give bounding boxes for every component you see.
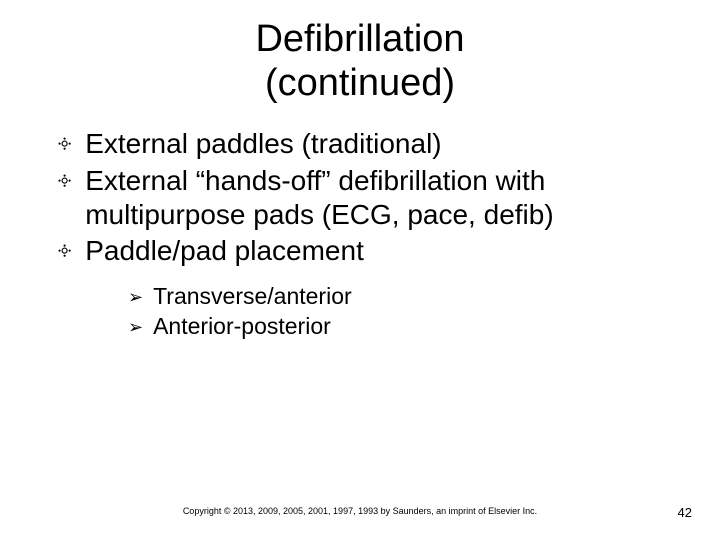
list-item: ➢ Transverse/anterior [128,282,680,312]
bullet-text: External paddles (traditional) [85,127,680,161]
list-item: ༓ External paddles (traditional) [58,127,680,161]
page-number: 42 [678,505,692,520]
main-bullet-list: ༓ External paddles (traditional) ༓ Exter… [40,127,680,268]
slide-container: Defibrillation (continued) ༓ External pa… [0,0,720,540]
bullet-text: External “hands-off” defibrillation with… [85,164,680,232]
arrow-bullet-icon: ➢ [128,286,143,309]
list-item: ༓ Paddle/pad placement [58,234,680,268]
script-bullet-icon: ༓ [58,238,71,265]
sub-bullet-text: Transverse/anterior [153,282,352,312]
arrow-bullet-icon: ➢ [128,316,143,339]
title-line-2: (continued) [265,62,455,104]
sub-bullet-text: Anterior-posterior [153,312,331,342]
copyright-text: Copyright © 2013, 2009, 2005, 2001, 1997… [0,506,720,516]
list-item: ༓ External “hands-off” defibrillation wi… [58,164,680,232]
slide-title: Defibrillation (continued) [40,18,680,105]
title-line-1: Defibrillation [255,18,464,60]
script-bullet-icon: ༓ [58,131,71,158]
sub-bullet-list: ➢ Transverse/anterior ➢ Anterior-posteri… [40,282,680,342]
list-item: ➢ Anterior-posterior [128,312,680,342]
bullet-text: Paddle/pad placement [85,234,680,268]
script-bullet-icon: ༓ [58,168,71,195]
